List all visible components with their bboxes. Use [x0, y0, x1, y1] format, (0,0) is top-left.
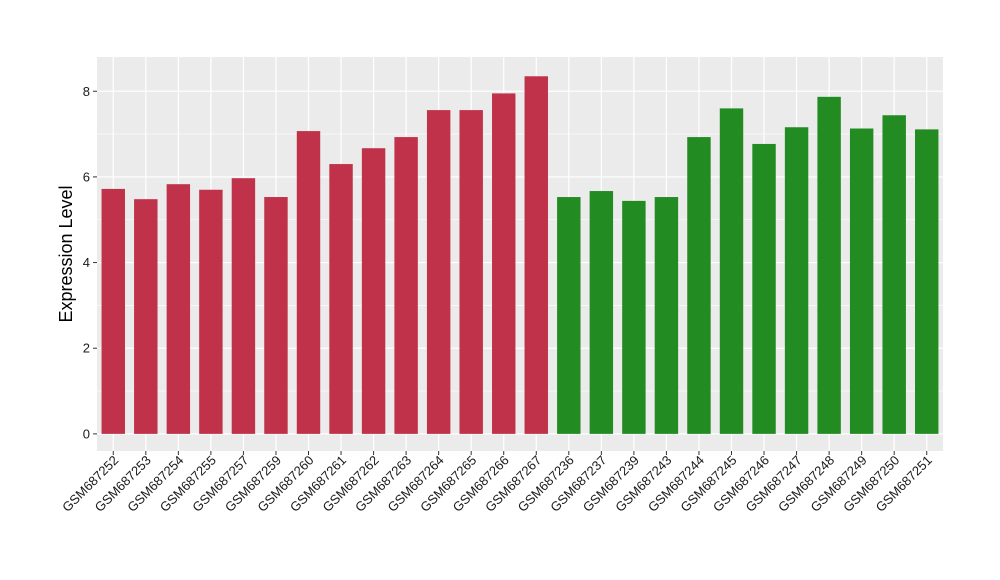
bar-GSM687255 [199, 189, 223, 434]
bar-GSM687262 [361, 148, 386, 434]
y-tick-label: 2 [83, 341, 90, 356]
bar-GSM687246 [752, 143, 776, 434]
y-tick-label: 8 [83, 84, 90, 99]
bar-GSM687239 [622, 200, 646, 434]
bar-GSM687250 [882, 115, 906, 434]
bar-GSM687249 [849, 128, 874, 434]
bar-GSM687257 [231, 178, 256, 434]
bar-GSM687261 [329, 164, 353, 434]
bar-GSM687265 [459, 110, 483, 434]
bar-GSM687243 [654, 197, 679, 434]
bar-GSM687237 [589, 191, 614, 434]
bar-GSM687260 [296, 131, 321, 434]
y-axis: 0 2 4 6 8 [83, 84, 97, 441]
bar-GSM687254 [166, 184, 191, 434]
bar-GSM687251 [915, 129, 939, 434]
bar-GSM687245 [719, 108, 744, 434]
y-tick-label: 4 [83, 255, 90, 270]
bar-GSM687248 [817, 96, 841, 434]
x-axis: GSM687252GSM687253GSM687254GSM687255GSM6… [59, 451, 935, 515]
bar-GSM687253 [134, 199, 158, 434]
bar-GSM687263 [394, 137, 418, 434]
bar-GSM687259 [264, 197, 288, 434]
y-axis-title: Expression Level [56, 185, 76, 322]
bar-GSM687236 [557, 197, 581, 434]
plot-panel [97, 57, 943, 451]
bar-GSM687244 [687, 137, 711, 434]
y-tick-label: 6 [83, 169, 90, 184]
bar-GSM687247 [784, 127, 809, 434]
bar-GSM687264 [426, 110, 451, 434]
y-tick-label: 0 [83, 426, 90, 441]
bars-layer [101, 76, 939, 434]
bar-GSM687266 [492, 93, 516, 434]
bar-GSM687252 [101, 188, 125, 434]
bar-GSM687267 [524, 76, 548, 434]
